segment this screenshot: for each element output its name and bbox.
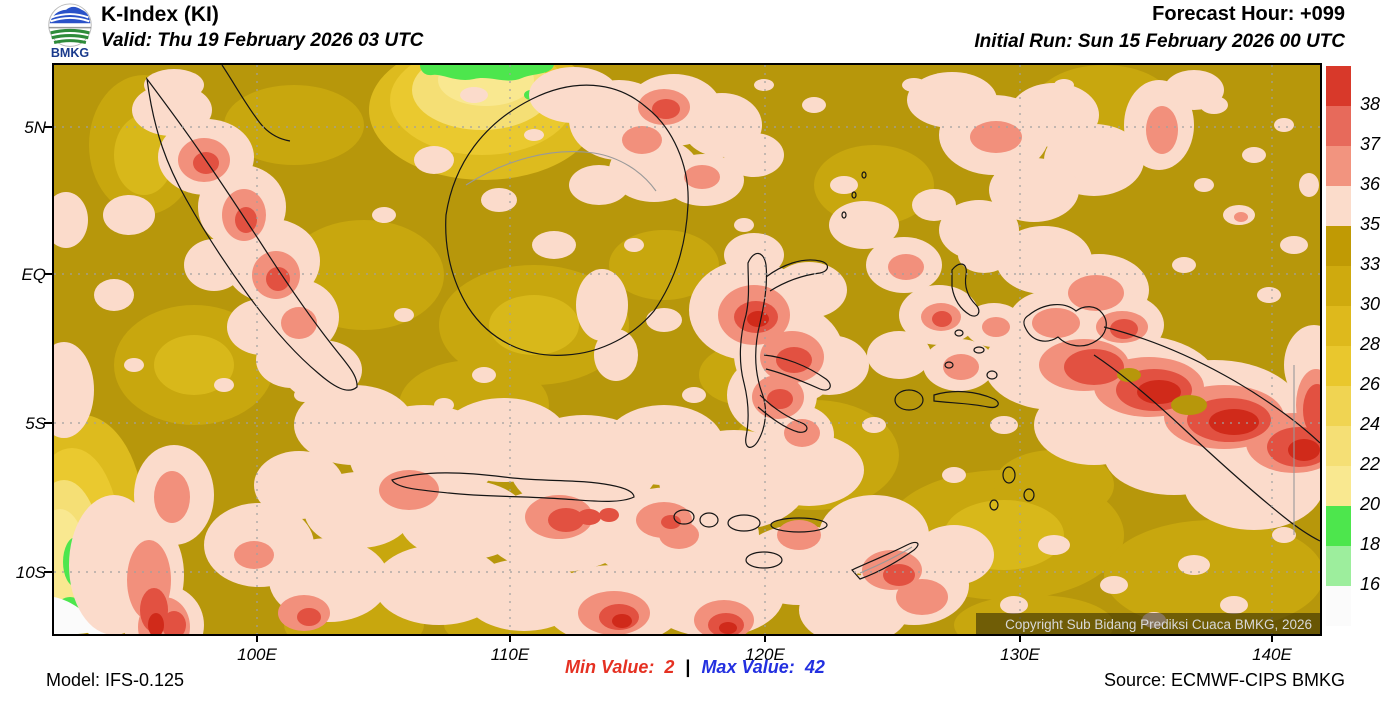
model-label: Model: IFS-0.125: [46, 670, 185, 690]
legend-swatch: [1326, 66, 1351, 106]
legend-tick-label: 37: [1360, 134, 1381, 154]
map-frame: Copyright Sub Bidang Prediksi Cuaca BMKG…: [52, 63, 1322, 636]
legend-swatches: [1326, 66, 1351, 626]
min-value-label: Min Value:: [565, 657, 655, 677]
lat-tick: [44, 571, 52, 573]
legend-tick-label: 36: [1360, 174, 1381, 194]
lat-label-5n: 5N: [24, 118, 46, 137]
max-value: 42: [804, 657, 825, 677]
lon-tick: [509, 634, 511, 642]
legend-tick-label: 38: [1360, 94, 1381, 114]
legend-swatch: [1326, 466, 1351, 506]
legend-tick-label: 22: [1360, 454, 1381, 474]
admin-borders: [465, 151, 1295, 574]
lon-label-100e: 100E: [237, 645, 277, 664]
legend-swatch: [1326, 266, 1351, 306]
logo-cloud-wave: [51, 13, 89, 19]
copyright-bar: [976, 613, 1320, 634]
contour-fill-38: [148, 311, 1320, 634]
valid-time-label: Valid: Thu 19 February 2026 03 UTC: [101, 30, 424, 51]
copyright-text: Copyright Sub Bidang Prediksi Cuaca BMKG…: [1005, 617, 1312, 632]
max-value-label: Max Value:: [701, 657, 795, 677]
contour-hole: [1117, 368, 1207, 415]
legend-swatch: [1326, 506, 1351, 546]
logo-green-wave-icon: [53, 39, 87, 44]
logo-cloud-wave: [50, 16, 90, 23]
legend-tick-label: 26: [1360, 374, 1381, 394]
lon-tick: [764, 634, 766, 642]
legend-swatch: [1326, 186, 1351, 226]
initial-run-label: Initial Run: Sun 15 February 2026 00 UTC: [974, 31, 1345, 52]
legend-swatch: [1326, 226, 1351, 266]
lon-label-120e: 120E: [745, 645, 785, 664]
lat-label-eq: EQ: [21, 265, 46, 284]
lon-tick: [256, 634, 258, 642]
source-label: Source: ECMWF-CIPS BMKG: [1103, 670, 1345, 690]
lat-tick: [44, 422, 52, 424]
legend-tick-label: 20: [1360, 494, 1381, 514]
legend-swatch: [1326, 146, 1351, 186]
gridlines: [54, 65, 1320, 634]
lat-label-5s: 5S: [25, 414, 46, 433]
legend-swatch: [1326, 426, 1351, 466]
legend-tick-label: 16: [1360, 574, 1381, 594]
legend-tick-label: 24: [1360, 414, 1381, 434]
legend-tick-label: 35: [1360, 214, 1381, 234]
lon-label-110e: 110E: [490, 645, 530, 664]
legend-swatch: [1326, 346, 1351, 386]
legend-swatch: [1326, 586, 1351, 626]
legend-swatch: [1326, 386, 1351, 426]
contour-fill-35: [54, 67, 1320, 634]
legend-tick-label: 33: [1360, 254, 1381, 274]
logo-green-wave-icon: [50, 28, 90, 35]
forecast-hour-label: Forecast Hour: +099: [1152, 3, 1345, 25]
legend-swatch: [1326, 546, 1351, 586]
logo-text: BMKG: [51, 46, 89, 58]
legend-tick-label: 30: [1360, 294, 1381, 314]
legend-tick-label: 28: [1360, 334, 1381, 354]
legend-tick-label: 18: [1360, 534, 1381, 554]
min-value: 2: [664, 657, 675, 677]
bmkg-logo: BMKG: [48, 3, 92, 58]
minmax-separator: |: [685, 657, 691, 677]
legend-swatch: [1326, 106, 1351, 146]
map-canvas: Copyright Sub Bidang Prediksi Cuaca BMKG…: [54, 65, 1320, 634]
lat-label-10s: 10S: [15, 563, 46, 582]
lon-tick: [1019, 634, 1021, 642]
lon-label-140e: 140E: [1252, 645, 1292, 664]
page-title: K-Index (KI): [101, 3, 219, 26]
legend-tick-labels: 38 37 36 35 33 30 28 26 24 22 20 18 16: [1360, 66, 1400, 626]
lon-label-130e: 130E: [1000, 645, 1040, 664]
lat-tick: [44, 126, 52, 128]
coastlines: [146, 65, 1320, 580]
minmax-values: Min Value: 2 | Max Value: 42: [565, 657, 825, 678]
lon-tick: [1271, 634, 1273, 642]
legend-swatch: [1326, 306, 1351, 346]
logo-green-wave-icon: [51, 34, 89, 40]
header-right: Forecast Hour: +099 Initial Run: Sun 15 …: [974, 3, 1345, 53]
lat-tick: [44, 273, 52, 275]
